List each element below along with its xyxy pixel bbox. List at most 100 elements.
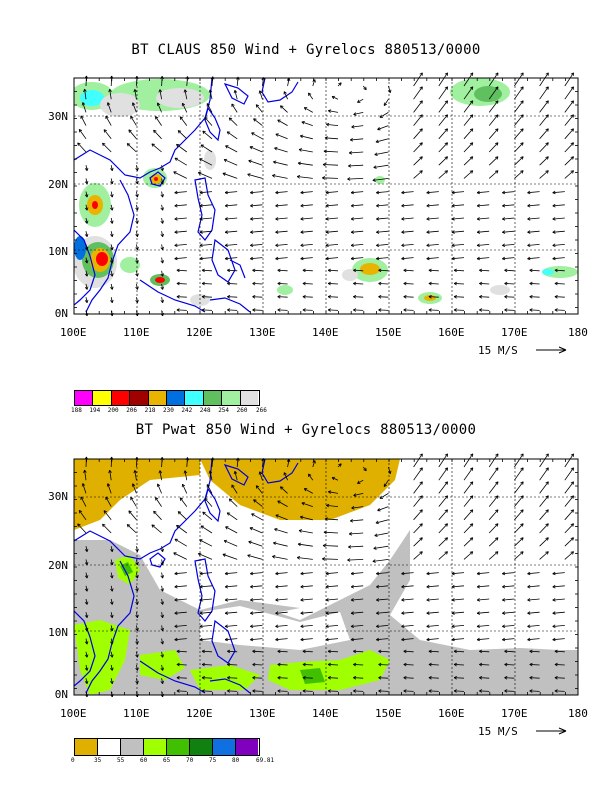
- wind-vector-head: [106, 102, 111, 106]
- wind-vector-head: [453, 662, 457, 667]
- wind-vector-head: [504, 662, 508, 667]
- wind-vector: [136, 217, 138, 224]
- wind-vector: [107, 483, 112, 494]
- wind-vector-head: [135, 614, 139, 618]
- wind-vector: [136, 664, 138, 671]
- wind-vector: [426, 244, 439, 246]
- wind-vector-head: [326, 503, 330, 508]
- wind-vector-head: [130, 496, 134, 501]
- wind-vector: [179, 497, 188, 507]
- wind-vector-head: [403, 662, 407, 667]
- wind-vector-head: [495, 72, 499, 76]
- wind-vector-head: [363, 86, 367, 91]
- wind-vector: [451, 598, 465, 601]
- wind-vector: [488, 467, 499, 481]
- wind-vector: [454, 309, 465, 311]
- wind-vector-head: [520, 114, 524, 118]
- wind-vector: [428, 664, 439, 666]
- wind-vector-head: [327, 662, 331, 667]
- wind-vector-head: [224, 217, 229, 221]
- wind-vector-head: [135, 548, 139, 552]
- wind-vector: [298, 543, 313, 547]
- wind-vector-head: [201, 662, 205, 667]
- wind-vector: [527, 611, 540, 614]
- wind-vector-head: [338, 463, 342, 467]
- wind-vector: [539, 509, 549, 521]
- wind-vector-head: [275, 514, 279, 518]
- wind-vector-head: [494, 170, 499, 174]
- wind-vector: [325, 257, 339, 260]
- wind-vector-head: [520, 523, 524, 527]
- wind-vector: [401, 191, 414, 194]
- wind-vector-head: [527, 217, 531, 221]
- wind-vector: [349, 532, 364, 535]
- wind-vector-head: [401, 584, 405, 589]
- wind-vector: [110, 244, 113, 250]
- wind-vector: [136, 283, 138, 290]
- wind-vector-head: [298, 529, 303, 533]
- wind-vector: [110, 204, 113, 211]
- wind-vector-head: [300, 611, 304, 615]
- wind-vector-head: [545, 128, 549, 132]
- wind-vector: [374, 532, 389, 537]
- wind-vector-head: [570, 156, 574, 160]
- wind-vector: [130, 497, 137, 507]
- wind-vector: [248, 160, 263, 166]
- wind-vector: [277, 283, 288, 285]
- wind-vector: [325, 204, 339, 207]
- wind-vector-head: [160, 654, 164, 658]
- wind-vector: [250, 572, 263, 575]
- wind-vector: [161, 585, 164, 592]
- wind-vector: [128, 510, 137, 521]
- wind-vector: [328, 664, 339, 666]
- wind-vector: [85, 165, 88, 171]
- wind-vector-head: [300, 571, 304, 576]
- wind-vector-head: [545, 86, 549, 90]
- wind-vector-head: [84, 233, 89, 237]
- wind-vector: [209, 89, 213, 100]
- wind-vector: [274, 528, 288, 534]
- wind-vector: [428, 269, 439, 272]
- wind-vector-head: [84, 299, 89, 303]
- wind-vector-head: [275, 598, 279, 602]
- wind-vector-head: [570, 453, 574, 457]
- wind-vector-head: [444, 170, 448, 174]
- wind-vector-head: [155, 116, 159, 120]
- wind-vector-head: [174, 637, 178, 642]
- wind-vector: [225, 145, 238, 153]
- wind-vector-head: [176, 675, 180, 680]
- wind-vector-head: [469, 495, 474, 499]
- wind-vector: [554, 269, 565, 272]
- wind-vector-head: [520, 509, 524, 513]
- wind-vector-head: [255, 104, 260, 108]
- wind-vector-head: [160, 207, 164, 211]
- wind-vector-head: [252, 662, 256, 667]
- wind-vector: [174, 598, 187, 601]
- wind-vector: [110, 297, 113, 303]
- wind-vector-head: [444, 100, 448, 104]
- wind-vector: [454, 650, 465, 653]
- wind-vector: [226, 512, 238, 521]
- wind-vector: [184, 89, 188, 100]
- wind-vector: [300, 585, 313, 588]
- wind-vector: [199, 625, 213, 627]
- wind-vector: [80, 496, 87, 507]
- wind-vector: [275, 625, 288, 627]
- wind-vector: [161, 165, 164, 171]
- wind-vector: [161, 678, 164, 684]
- wind-vector-head: [325, 230, 329, 234]
- wind-vector: [351, 625, 364, 627]
- wind-vector-head: [160, 273, 164, 277]
- wind-vector-head: [545, 481, 549, 485]
- wind-vector: [157, 483, 162, 494]
- wind-vector: [401, 572, 414, 575]
- wind-vector: [204, 116, 213, 126]
- wind-vector: [110, 191, 113, 198]
- wind-vector: [275, 514, 288, 521]
- wind-vector: [438, 537, 448, 547]
- wind-vector: [564, 481, 574, 494]
- wind-vector: [234, 471, 238, 481]
- wind-vector: [272, 174, 288, 179]
- wind-vector: [151, 143, 162, 153]
- wind-vector: [539, 114, 549, 126]
